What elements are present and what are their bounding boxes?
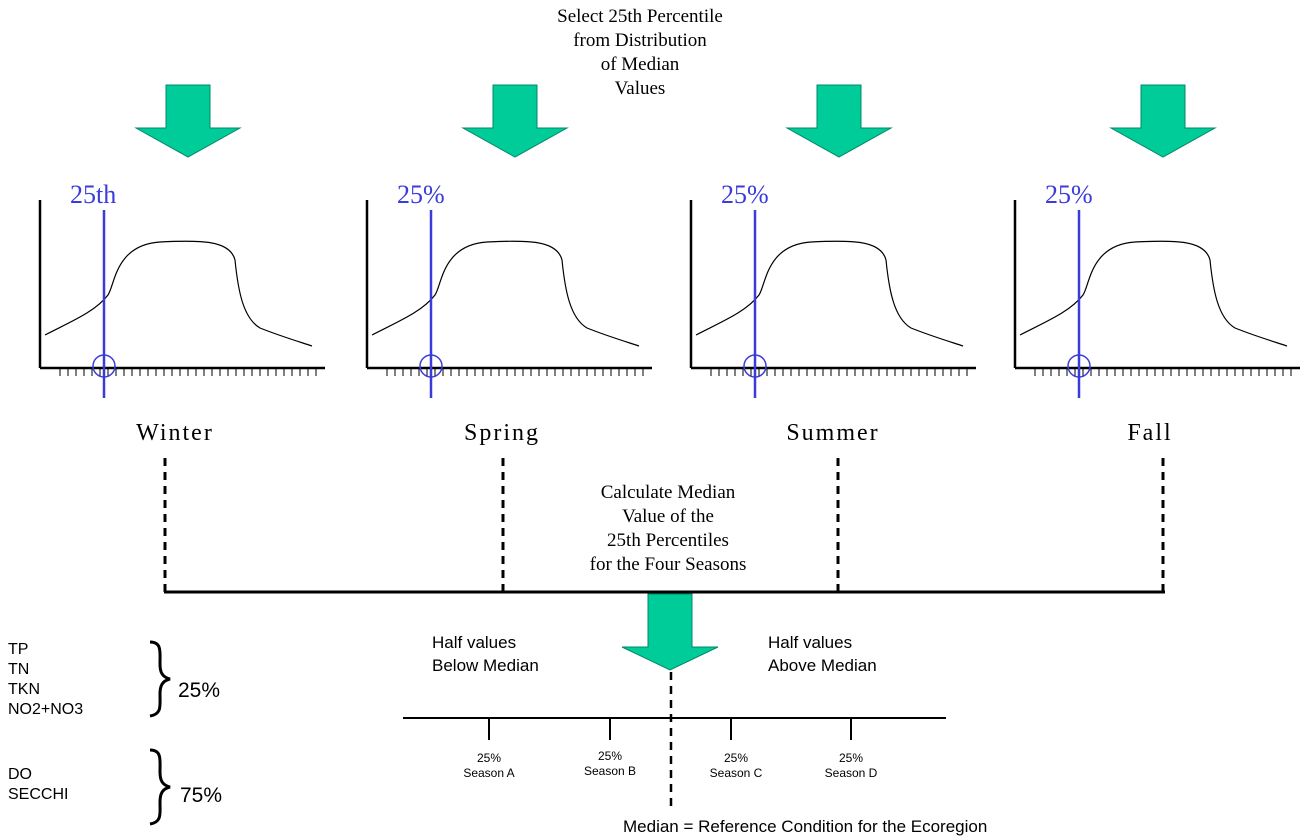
percentile-label: 25th [70,180,116,209]
above-median-line-2: Above Median [768,656,877,675]
tick-season: Season B [584,764,636,778]
above-median-line-1: Half values [768,633,852,652]
season-panels: 25th Winter 25% Spring 25% [38,84,1300,446]
percentile-marker-circle [1067,354,1091,378]
season-label: Winter [136,420,214,446]
top-instruction-line-1: Select 25th Percentile [557,6,723,27]
group-percentile: 75% [180,784,222,807]
middle-instruction-line-4: for the Four Seasons [590,554,747,575]
brace-icon [149,640,171,718]
middle-instruction-line-3: 25th Percentiles [607,530,729,551]
distribution-curve [371,240,640,347]
distribution-curve [695,240,964,347]
brace-icon [149,748,171,826]
distribution-curve [44,240,313,347]
x-axis-ticks [59,368,317,376]
panel-winter: 25th Winter [38,84,325,446]
panel-summer: 25% Summer [689,84,976,446]
top-instruction-line-2: from Distribution [573,30,707,51]
parameter-name: NO2+NO3 [8,701,83,718]
season-label: Summer [786,420,879,446]
below-median-line-1: Half values [432,633,516,652]
top-instruction-line-4: Values [615,78,666,99]
down-arrow-icon [785,84,893,158]
tick-season: Season C [710,766,763,780]
distribution-curve [1019,240,1288,347]
parameter-name: DO [8,766,32,783]
parameter-group-1: TP TN TKN NO2+NO3 25% [8,640,220,718]
season-scale: 25% Season A 25% Season B 25% Season C 2… [403,672,946,812]
tick-percent: 25% [724,751,748,765]
middle-instruction-line-1: Calculate Median [601,482,736,503]
tick-percent: 25% [839,751,863,765]
parameter-name: TKN [8,681,40,698]
percentile-marker-circle [419,354,443,378]
group-percentile: 25% [178,679,220,702]
scale-tick-season-c: 25% Season C [710,718,763,780]
scale-tick-season-b: 25% Season B [584,718,636,778]
scale-tick-season-d: 25% Season D [825,718,878,780]
top-instruction: Select 25th Percentile from Distribution… [557,6,723,99]
panel-fall: 25% Fall [1013,84,1300,446]
below-median-note: Half values Below Median [432,633,539,675]
tick-percent: 25% [477,751,501,765]
tick-percent: 25% [598,749,622,763]
percentile-label: 25% [1045,180,1093,209]
tick-season: Season D [825,766,878,780]
percentile-marker-circle [92,354,116,378]
below-median-line-2: Below Median [432,656,539,675]
x-axis-ticks [1034,368,1292,376]
scale-tick-season-a: 25% Season A [463,718,515,780]
percentile-marker-circle [743,354,767,378]
season-label: Fall [1127,420,1172,446]
parameter-name: SECCHI [8,786,68,803]
down-arrow-icon [1109,84,1217,158]
footer-caption: Median = Reference Condition for the Eco… [623,817,987,836]
percentile-label: 25% [721,180,769,209]
panel-spring: 25% Spring [365,84,652,446]
season-label: Spring [464,420,540,446]
parameter-group-2: DO SECCHI 75% [8,748,222,826]
down-arrow-icon [621,593,719,671]
top-instruction-line-3: of Median [601,54,680,75]
parameter-name: TN [8,661,29,678]
down-arrow-icon [134,84,242,158]
tick-season: Season A [463,766,514,780]
x-axis-ticks [710,368,968,376]
middle-instruction-line-2: Value of the [622,506,714,527]
parameter-name: TP [8,641,28,658]
season-connectors [163,458,1165,594]
above-median-note: Half values Above Median [768,633,877,675]
down-arrow-icon [461,84,569,158]
x-axis-ticks [386,368,644,376]
middle-instruction: Calculate Median Value of the 25th Perce… [590,482,747,575]
percentile-label: 25% [397,180,445,209]
